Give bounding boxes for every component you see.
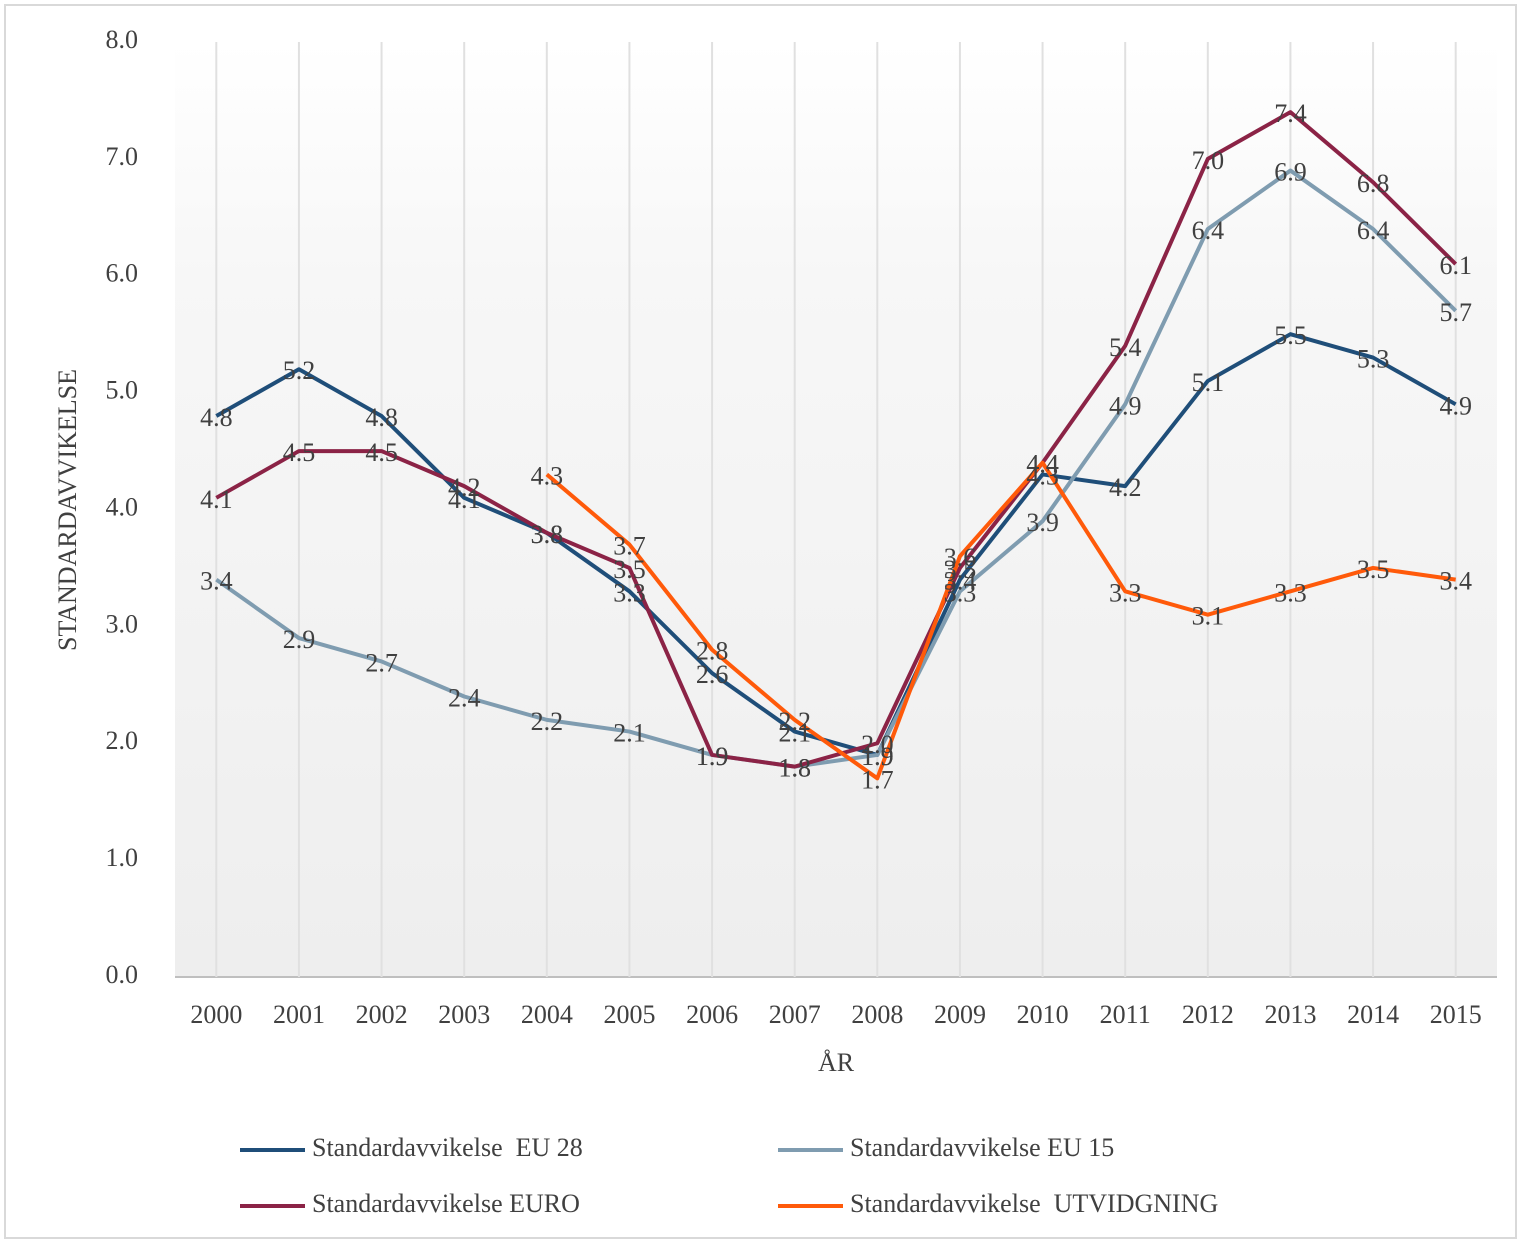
x-tick-label: 2010 <box>1017 1000 1069 1029</box>
data-label: 6.4 <box>1192 216 1225 245</box>
data-label: 2.6 <box>696 660 729 689</box>
data-label: 1.8 <box>778 754 811 783</box>
x-tick-label: 2011 <box>1100 1000 1151 1029</box>
data-label: 3.9 <box>1026 508 1059 537</box>
data-label: 1.7 <box>861 765 894 794</box>
data-label: 3.5 <box>1357 555 1390 584</box>
data-label: 2.4 <box>448 683 481 712</box>
data-label: 1.8 <box>778 754 811 783</box>
y-tick-label: 7.0 <box>106 142 139 171</box>
data-label: 3.8 <box>531 520 564 549</box>
x-tick-label: 2000 <box>190 1000 242 1029</box>
x-tick-label: 2015 <box>1430 1000 1482 1029</box>
x-tick-label: 2009 <box>934 1000 986 1029</box>
data-label: 1.9 <box>696 742 729 771</box>
data-label: 4.4 <box>1026 450 1059 479</box>
data-label: 2.1 <box>613 719 646 748</box>
data-label: 4.3 <box>1026 461 1059 490</box>
data-label: 5.2 <box>283 356 316 385</box>
x-tick-label: 2002 <box>356 1000 408 1029</box>
data-label: 3.3 <box>613 578 646 607</box>
data-label: 4.4 <box>1026 450 1059 479</box>
y-axis-title: STANDARDAVVIKELSE <box>53 369 82 651</box>
data-label: 2.9 <box>283 625 316 654</box>
series-line <box>215 168 1458 769</box>
series-line <box>545 460 1456 781</box>
x-tick-label: 2008 <box>851 1000 903 1029</box>
y-tick-label: 1.0 <box>106 843 139 872</box>
data-label: 2.2 <box>778 707 811 736</box>
data-label: 3.7 <box>613 532 646 561</box>
series-line <box>215 332 1457 757</box>
data-label: 3.4 <box>944 567 977 596</box>
data-label: 7.4 <box>1274 99 1307 128</box>
data-label: 2.7 <box>365 648 398 677</box>
data-label: 4.9 <box>1109 391 1142 420</box>
data-label: 4.9 <box>1439 391 1472 420</box>
y-tick-label: 6.0 <box>106 259 139 288</box>
data-label: 3.6 <box>944 543 977 572</box>
data-label: 3.4 <box>1439 567 1472 596</box>
data-label: 6.9 <box>1274 158 1307 187</box>
y-tick-label: 2.0 <box>106 726 139 755</box>
x-tick-label: 2006 <box>686 1000 738 1029</box>
y-tick-label: 5.0 <box>106 376 139 405</box>
data-label: 4.5 <box>365 438 398 467</box>
data-label: 4.1 <box>448 485 481 514</box>
data-label: 6.4 <box>1357 216 1390 245</box>
data-label: 3.1 <box>1192 602 1225 631</box>
data-label: 3.3 <box>1109 578 1142 607</box>
data-label: 3.5 <box>613 555 646 584</box>
data-label: 2.2 <box>531 707 564 736</box>
data-label: 5.7 <box>1439 298 1472 327</box>
legend-label: Standardavvikelse EU 15 <box>850 1133 1114 1162</box>
x-tick-label: 2007 <box>769 1000 821 1029</box>
y-tick-label: 3.0 <box>106 609 139 638</box>
x-tick-label: 2004 <box>521 1000 573 1029</box>
x-tick-label: 2012 <box>1182 1000 1234 1029</box>
data-label: 4.5 <box>283 438 316 467</box>
x-tick-label: 2005 <box>603 1000 655 1029</box>
x-tick-label: 2014 <box>1347 1000 1399 1029</box>
data-label: 2.8 <box>696 637 729 666</box>
data-label: 4.8 <box>365 403 398 432</box>
legend-label: Standardavvikelse EURO <box>312 1189 580 1218</box>
data-label: 5.4 <box>1109 333 1142 362</box>
legend-label: Standardavvikelse EU 28 <box>312 1133 583 1162</box>
data-label: 4.3 <box>531 461 564 490</box>
x-axis-title: ÅR <box>818 1048 855 1077</box>
data-label: 5.3 <box>1357 345 1390 374</box>
data-label: 4.2 <box>448 473 481 502</box>
data-label: 2.0 <box>861 730 894 759</box>
data-label: 5.1 <box>1192 368 1225 397</box>
data-label: 3.8 <box>531 520 564 549</box>
x-tick-label: 2001 <box>273 1000 325 1029</box>
data-label: 4.8 <box>200 403 233 432</box>
data-label: 2.1 <box>778 719 811 748</box>
data-label: 6.8 <box>1357 169 1390 198</box>
data-label: 5.5 <box>1274 321 1307 350</box>
data-label: 3.3 <box>1274 578 1307 607</box>
data-label: 4.2 <box>1109 473 1142 502</box>
data-label: 1.9 <box>861 742 894 771</box>
data-label: 1.9 <box>696 742 729 771</box>
x-tick-label: 2013 <box>1264 1000 1316 1029</box>
data-label: 6.1 <box>1439 251 1472 280</box>
x-tick-label: 2003 <box>438 1000 490 1029</box>
series-line <box>215 110 1458 769</box>
data-label: 3.3 <box>944 578 977 607</box>
data-label: 4.1 <box>200 485 233 514</box>
y-tick-label: 0.0 <box>106 960 139 989</box>
y-tick-label: 4.0 <box>106 492 139 521</box>
legend-label: Standardavvikelse UTVIDGNING <box>850 1189 1218 1218</box>
plot-area <box>175 42 1497 977</box>
data-label: 7.0 <box>1192 146 1225 175</box>
data-label: 3.5 <box>944 555 977 584</box>
y-tick-label: 8.0 <box>106 25 139 54</box>
data-label: 3.4 <box>200 567 233 596</box>
data-label: 1.9 <box>861 742 894 771</box>
